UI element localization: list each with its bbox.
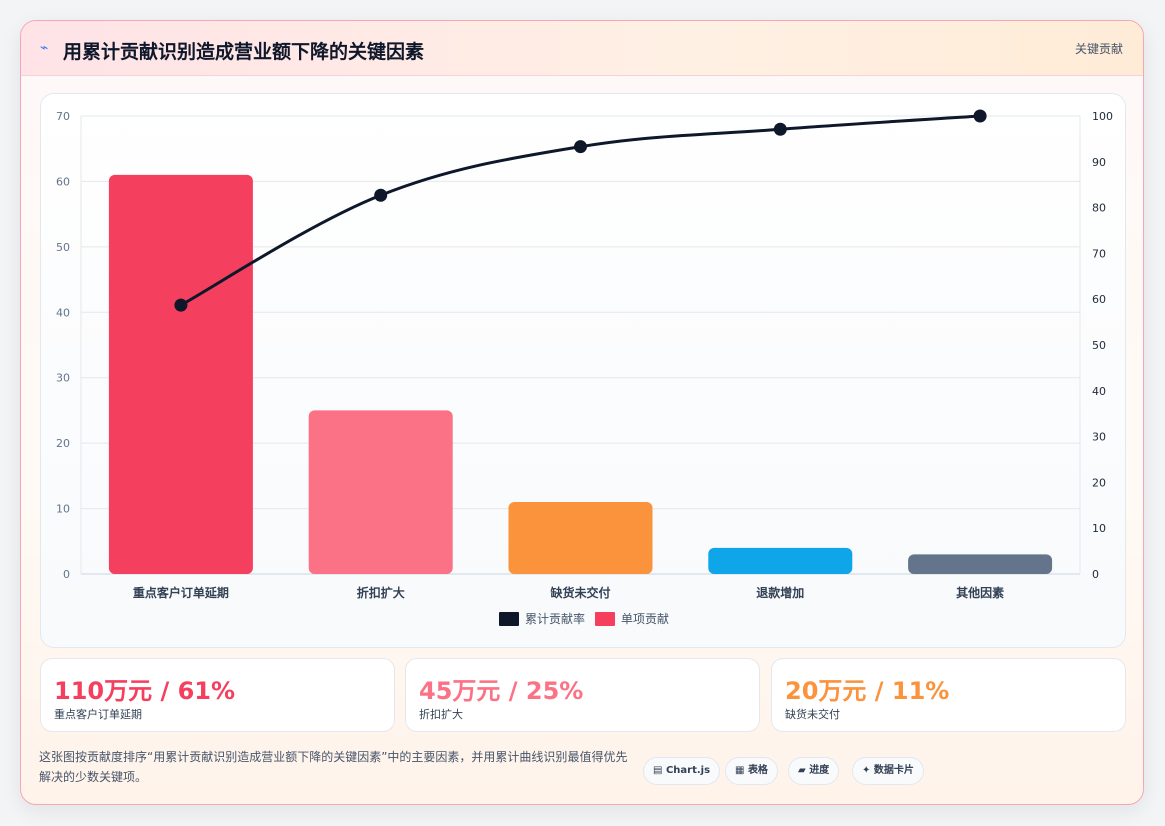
kpi-value: 20万元 / 11%	[785, 677, 950, 705]
bar-4	[708, 547, 853, 574]
pill-table[interactable]: ▦ 表格	[725, 757, 778, 785]
y-right-tick-label: 30	[1092, 431, 1106, 444]
pill-chartjs[interactable]: ▤ Chart.js	[643, 757, 721, 785]
kpi-card-2: 45万元 / 25% 折扣扩大	[405, 658, 760, 732]
cumulative-point-1	[174, 298, 188, 312]
table-icon: ▦	[735, 765, 745, 776]
bar-1	[108, 174, 253, 574]
bar-2	[308, 410, 453, 574]
kpi-card-1: 110万元 / 61% 重点客户订单延期	[40, 658, 395, 732]
legend-label: 累计贡献率	[525, 611, 585, 626]
y-left-tick-label: 10	[56, 503, 70, 516]
cumulative-point-4	[773, 122, 787, 136]
chart-panel: 0 10 20 30 40 50 60 70 0 10 20 30 40 50 60 70 80 90 100 重点客…	[40, 93, 1126, 648]
y-left-tick-label: 0	[63, 568, 70, 581]
y-right-tick-label: 0	[1092, 568, 1099, 581]
pill-label: 表格	[747, 765, 768, 776]
kpi-card-3: 20万元 / 11% 缺货未交付	[771, 658, 1126, 732]
chart-title: 用累计贡献识别造成营业额下降的关键因素	[63, 41, 425, 63]
bar-3	[508, 502, 653, 574]
pill-data-card[interactable]: ✦ 数据卡片	[852, 757, 924, 785]
x-tick-label: 折扣扩大	[357, 585, 405, 600]
cumulative-point-2	[374, 188, 388, 202]
y-right-tick-label: 90	[1092, 156, 1106, 169]
legend-swatch-1	[499, 612, 519, 626]
y-right-tick-label: 100	[1092, 110, 1113, 123]
bar-5	[908, 554, 1053, 574]
pill-label: 数据卡片	[873, 765, 914, 776]
y-left-tick-label: 50	[56, 241, 70, 254]
cumulative-point-5	[973, 109, 987, 123]
x-tick-label: 重点客户订单延期	[133, 585, 229, 600]
kpi-value: 110万元 / 61%	[54, 677, 236, 705]
pill-label: Chart.js	[665, 765, 711, 776]
chart-icon: ▤	[653, 765, 663, 776]
legend-swatch-2	[595, 612, 615, 626]
cumulative-point-3	[574, 140, 587, 154]
pill-label: 进度	[809, 765, 830, 776]
y-right-tick-label: 50	[1092, 339, 1106, 352]
x-tick-label: 其他因素	[956, 585, 1004, 600]
kpi-label: 重点客户订单延期	[54, 708, 142, 721]
kpi-value: 45万元 / 25%	[419, 677, 584, 705]
y-left-tick-label: 40	[56, 306, 70, 319]
header-tag: 关键贡献	[1074, 42, 1123, 56]
y-left-tick-label: 70	[56, 110, 70, 123]
chart-description: 这张图按贡献度排序“用累计贡献识别造成营业额下降的关键因素”中的主要因素，并用累…	[39, 750, 628, 784]
legend-label: 单项贡献	[621, 611, 669, 626]
x-tick-label: 缺货未交付	[550, 585, 610, 600]
y-right-tick-label: 20	[1092, 476, 1106, 489]
pill-progress[interactable]: ▰ 进度	[788, 757, 840, 785]
y-right-tick-label: 40	[1092, 385, 1106, 398]
y-left-tick-label: 30	[56, 372, 70, 385]
y-right-tick-label: 10	[1092, 522, 1106, 535]
card-icon: ✦	[862, 765, 871, 776]
y-right-tick-label: 60	[1092, 293, 1106, 306]
x-tick-label: 退款增加	[756, 585, 804, 600]
kpi-label: 缺货未交付	[785, 708, 840, 721]
y-right-tick-label: 70	[1092, 247, 1106, 260]
y-left-tick-label: 20	[56, 437, 70, 450]
pareto-chart: 0 10 20 30 40 50 60 70 0 10 20 30 40 50 60 70 80 90 100 重点客…	[56, 109, 1113, 626]
chart-card: ⌁ 用累计贡献识别造成营业额下降的关键因素 关键贡献 0 10 20 30 40 50 60…	[20, 20, 1144, 805]
y-right-tick-label: 80	[1092, 202, 1106, 215]
y-left-tick-label: 60	[56, 175, 70, 188]
kpi-label: 折扣扩大	[419, 708, 463, 721]
lightning-icon: ⌁	[40, 40, 49, 56]
card-header: ⌁ 用累计贡献识别造成营业额下降的关键因素 关键贡献	[21, 21, 1143, 76]
progress-icon: ▰	[798, 765, 806, 776]
